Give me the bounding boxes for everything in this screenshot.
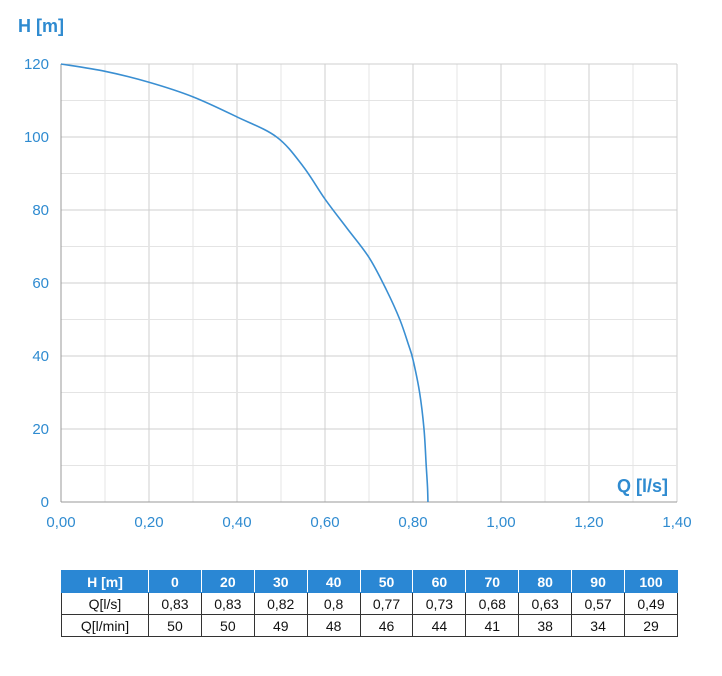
- table-cell: 0,49: [624, 592, 678, 615]
- table-cell: 0,57: [571, 592, 626, 615]
- x-tick-label: 0,40: [222, 514, 251, 531]
- y-tick-label: 120: [24, 56, 49, 73]
- table-row-label: Q[l/min]: [61, 614, 149, 637]
- table-row: Q[l/s] 0,83 0,83 0,82 0,8 0,77 0,73 0,68 0,63 0,…: [61, 592, 678, 615]
- y-axis-title: H [m]: [18, 16, 64, 36]
- x-axis-title: Q [l/s]: [617, 476, 668, 496]
- table-header-cell: 0: [148, 570, 202, 593]
- x-tick-label: 1,20: [574, 514, 603, 531]
- table-cell: 48: [306, 614, 361, 637]
- x-tick-label: 0,00: [46, 514, 75, 531]
- axes: [60, 64, 677, 503]
- table-row: Q[l/min] 50 50 49 48 46 44 41 38 34 29: [61, 614, 678, 637]
- y-tick-label: 60: [32, 275, 49, 292]
- table-cell: 0,83: [148, 592, 202, 615]
- table-header-cell: 30: [253, 570, 308, 593]
- series-line-pump-curve: [60, 63, 429, 503]
- x-tick-label: 0,60: [310, 514, 339, 531]
- table-cell: 50: [200, 614, 255, 637]
- series-layer: [60, 63, 429, 503]
- table-cell: 44: [412, 614, 467, 637]
- table-header-cell: 80: [518, 570, 573, 593]
- table-cell: 0,8: [306, 592, 361, 615]
- table-cell: 50: [148, 614, 202, 637]
- x-tick-label: 1,00: [486, 514, 515, 531]
- table-cell: 46: [359, 614, 414, 637]
- table-cell: 0,68: [465, 592, 520, 615]
- tick-labels: 0,00 0,20 0,40 0,60 0,80 1,00 1,20 1,40 0 20 40 60 8…: [24, 56, 692, 531]
- table-row-label: Q[l/s]: [61, 592, 149, 615]
- table-cell: 0,63: [518, 592, 573, 615]
- y-tick-label: 0: [41, 494, 49, 511]
- table-header-cell: 20: [200, 570, 255, 593]
- y-tick-label: 20: [32, 421, 49, 438]
- x-tick-label: 1,40: [662, 514, 691, 531]
- y-tick-label: 100: [24, 129, 49, 146]
- table-cell: 0,77: [359, 592, 414, 615]
- table-header-cell: 60: [412, 570, 467, 593]
- table-header-cell: 50: [359, 570, 414, 593]
- table-cell: 41: [465, 614, 520, 637]
- table-header-cell: 40: [306, 570, 361, 593]
- table-cell: 0,83: [200, 592, 255, 615]
- table-cell: 29: [624, 614, 678, 637]
- grid: [60, 63, 678, 503]
- table-header-cell: 90: [571, 570, 626, 593]
- x-tick-label: 0,20: [134, 514, 163, 531]
- y-tick-label: 40: [32, 348, 49, 365]
- performance-table: H [m] 0 20 30 40 50 60 70 80 90 100 Q[l/s] 0,83 0,…: [61, 570, 678, 637]
- table-header-row: H [m] 0 20 30 40 50 60 70 80 90 100: [61, 570, 678, 593]
- table-header-label: H [m]: [61, 570, 149, 593]
- y-tick-label: 80: [32, 202, 49, 219]
- table-header-cell: 100: [624, 570, 678, 593]
- table-cell: 0,73: [412, 592, 467, 615]
- table-cell: 0,82: [253, 592, 308, 615]
- table-cell: 38: [518, 614, 573, 637]
- pump-performance-chart: 0,00 0,20 0,40 0,60 0,80 1,00 1,20 1,40 0 20 40 60 8…: [18, 16, 692, 531]
- x-tick-label: 0,80: [398, 514, 427, 531]
- table-cell: 49: [253, 614, 308, 637]
- table-header-cell: 70: [465, 570, 520, 593]
- table-cell: 34: [571, 614, 626, 637]
